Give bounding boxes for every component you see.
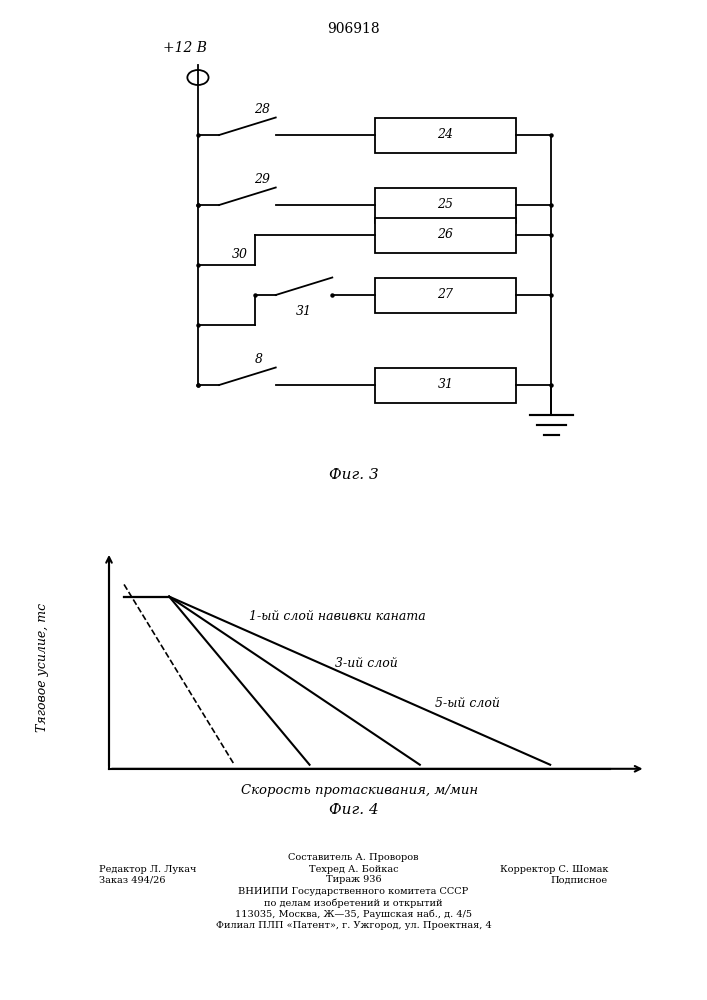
Text: 3-ий слой: 3-ий слой: [334, 657, 397, 670]
Text: Тираж 936: Тираж 936: [326, 876, 381, 884]
Text: 113035, Москва, Ж—35, Раушская наб., д. 4/5: 113035, Москва, Ж—35, Раушская наб., д. …: [235, 909, 472, 919]
Text: Заказ 494/26: Заказ 494/26: [99, 876, 165, 884]
Bar: [375, 117, 516, 152]
Text: +12 В: +12 В: [163, 41, 206, 55]
Text: 8: 8: [255, 353, 262, 366]
Text: 906918: 906918: [327, 22, 380, 36]
Text: по делам изобретений и открытий: по делам изобретений и открытий: [264, 898, 443, 908]
Text: 27: 27: [438, 288, 453, 302]
Text: Корректор С. Шомак: Корректор С. Шомак: [500, 864, 608, 874]
Text: Техред А. Бойкас: Техред А. Бойкас: [309, 864, 398, 874]
Text: Фиг. 4: Фиг. 4: [329, 803, 378, 817]
Text: Скорость протаскивания, м/мин: Скорость протаскивания, м/мин: [241, 784, 478, 797]
Bar: [375, 277, 516, 312]
Text: 30: 30: [231, 248, 247, 261]
Text: 29: 29: [255, 173, 271, 186]
Text: Тяговое усилие, тс: Тяговое усилие, тс: [36, 603, 49, 732]
Text: 25: 25: [438, 198, 453, 212]
Text: Редактор Л. Лукач: Редактор Л. Лукач: [99, 864, 197, 874]
Text: Фиг. 3: Фиг. 3: [329, 468, 378, 482]
Bar: [375, 218, 516, 252]
Text: 31: 31: [296, 305, 312, 318]
Text: ВНИИПИ Государственного комитета СССР: ВНИИПИ Государственного комитета СССР: [238, 888, 469, 896]
Bar: [375, 188, 516, 223]
Text: Подписное: Подписное: [551, 876, 608, 884]
Text: 28: 28: [255, 103, 271, 116]
Text: Филиал ПЛП «Патент», г. Ужгород, ул. Проектная, 4: Филиал ПЛП «Патент», г. Ужгород, ул. Про…: [216, 920, 491, 930]
Bar: [375, 367, 516, 402]
Text: Составитель А. Проворов: Составитель А. Проворов: [288, 852, 419, 861]
Text: 26: 26: [438, 229, 453, 241]
Text: 1-ый слой навивки каната: 1-ый слой навивки каната: [250, 610, 426, 623]
Text: 5-ый слой: 5-ый слой: [435, 697, 500, 710]
Text: 24: 24: [438, 128, 453, 141]
Text: 31: 31: [438, 378, 453, 391]
